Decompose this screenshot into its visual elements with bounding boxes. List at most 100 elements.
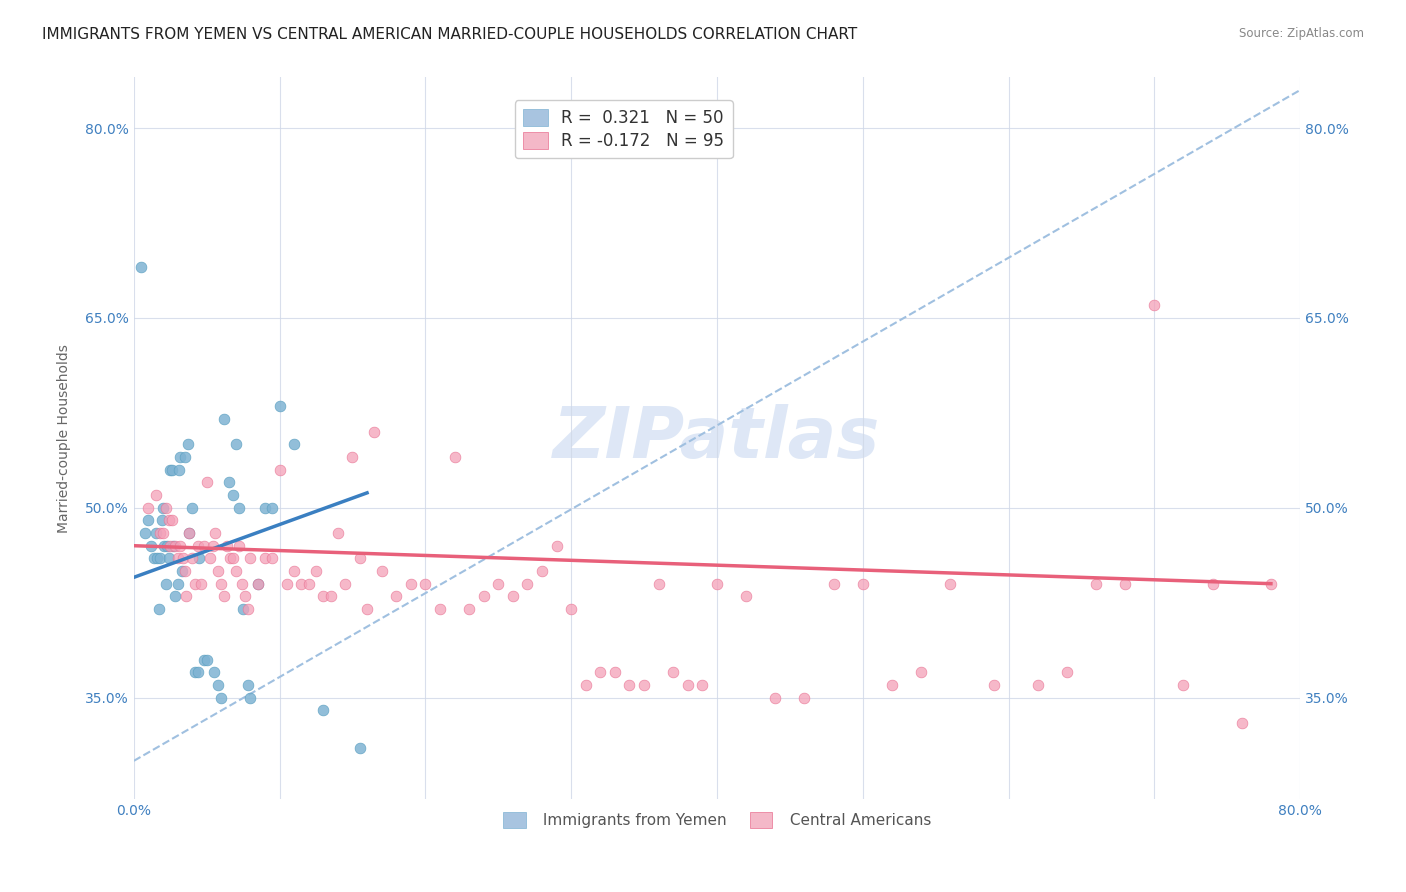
Point (209, 690, 232, 705)
Point (312, 703, 335, 717)
Point (298, 576, 321, 591)
Point (163, 539, 186, 553)
Point (269, 463, 291, 477)
Point (157, 551, 180, 566)
Point (852, 576, 875, 591)
Point (184, 665, 207, 680)
Point (159, 463, 181, 477)
Point (1260, 576, 1282, 591)
Point (239, 690, 262, 705)
Point (1143, 298, 1166, 312)
Point (143, 551, 166, 566)
Point (1085, 576, 1108, 591)
Point (647, 576, 669, 591)
Point (179, 526, 201, 541)
Point (676, 678, 699, 692)
Point (149, 526, 172, 541)
Point (162, 539, 184, 553)
Point (236, 602, 259, 616)
Point (166, 551, 188, 566)
Y-axis label: Married-couple Households: Married-couple Households (58, 343, 72, 533)
Point (363, 425, 385, 439)
Point (619, 678, 641, 692)
Point (193, 652, 215, 666)
Point (156, 539, 179, 553)
Point (212, 590, 235, 604)
Point (763, 690, 786, 705)
Point (516, 576, 538, 591)
Point (187, 539, 209, 553)
Point (560, 602, 582, 616)
Point (201, 539, 224, 553)
Text: ZIPatlas: ZIPatlas (553, 404, 880, 473)
Point (228, 500, 250, 515)
Point (349, 741, 371, 756)
Point (575, 678, 598, 692)
Point (138, 513, 160, 527)
Point (662, 665, 685, 680)
Point (793, 690, 815, 705)
Point (195, 652, 218, 666)
Point (349, 551, 371, 566)
Point (166, 576, 188, 591)
Point (148, 602, 170, 616)
Point (138, 500, 160, 515)
Point (184, 576, 207, 591)
Point (145, 488, 167, 502)
Point (204, 526, 226, 541)
Point (187, 665, 209, 680)
Point (486, 576, 509, 591)
Point (342, 450, 364, 464)
Point (222, 551, 245, 566)
Point (170, 564, 193, 578)
Point (188, 551, 211, 566)
Point (458, 602, 481, 616)
Point (231, 576, 253, 591)
Point (225, 564, 247, 578)
Point (152, 526, 174, 541)
Point (152, 500, 174, 515)
Point (169, 450, 191, 464)
Point (283, 437, 305, 451)
Point (530, 564, 553, 578)
Point (319, 590, 342, 604)
Text: IMMIGRANTS FROM YEMEN VS CENTRAL AMERICAN MARRIED-COUPLE HOUSEHOLDS CORRELATION : IMMIGRANTS FROM YEMEN VS CENTRAL AMERICA… (42, 27, 858, 42)
Point (172, 551, 194, 566)
Point (706, 576, 728, 591)
Point (155, 576, 177, 591)
Point (1173, 678, 1195, 692)
Point (207, 678, 229, 692)
Point (190, 576, 212, 591)
Point (910, 665, 932, 680)
Point (370, 564, 392, 578)
Point (225, 437, 247, 451)
Point (217, 539, 239, 553)
Point (157, 513, 180, 527)
Point (153, 539, 176, 553)
Point (399, 576, 422, 591)
Point (193, 539, 215, 553)
Point (212, 412, 235, 426)
Point (429, 602, 451, 616)
Legend:  Immigrants from Yemen,  Central Americans: Immigrants from Yemen, Central Americans (496, 806, 938, 835)
Point (633, 678, 655, 692)
Point (207, 564, 229, 578)
Point (141, 539, 163, 553)
Point (236, 678, 259, 692)
Point (173, 450, 195, 464)
Point (253, 551, 276, 566)
Point (326, 526, 349, 541)
Point (983, 678, 1005, 692)
Point (218, 475, 240, 490)
Point (603, 665, 626, 680)
Point (269, 400, 291, 414)
Point (179, 526, 201, 541)
Point (385, 590, 408, 604)
Point (735, 590, 758, 604)
Point (145, 526, 167, 541)
Point (356, 602, 378, 616)
Point (276, 576, 298, 591)
Point (443, 450, 465, 464)
Point (246, 576, 269, 591)
Point (1056, 665, 1078, 680)
